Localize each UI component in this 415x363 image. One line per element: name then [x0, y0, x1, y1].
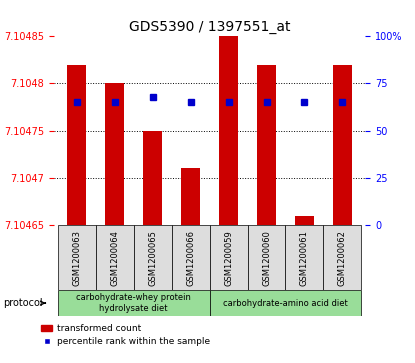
Legend: transformed count, percentile rank within the sample: transformed count, percentile rank withi…	[38, 320, 213, 350]
Bar	[219, 36, 238, 225]
Text: protocol: protocol	[3, 298, 45, 308]
Bar	[105, 83, 124, 225]
Bar	[67, 65, 86, 225]
Bar	[257, 65, 276, 225]
Text: GSM1200065: GSM1200065	[148, 230, 157, 286]
FancyBboxPatch shape	[286, 225, 323, 290]
FancyBboxPatch shape	[210, 290, 361, 316]
FancyBboxPatch shape	[210, 225, 247, 290]
Bar	[181, 168, 200, 225]
Text: GSM1200062: GSM1200062	[338, 230, 347, 286]
Text: GSM1200063: GSM1200063	[72, 230, 81, 286]
FancyBboxPatch shape	[58, 225, 96, 290]
FancyBboxPatch shape	[172, 225, 210, 290]
Title: GDS5390 / 1397551_at: GDS5390 / 1397551_at	[129, 20, 290, 34]
Text: GSM1200061: GSM1200061	[300, 230, 309, 286]
FancyBboxPatch shape	[96, 225, 134, 290]
FancyBboxPatch shape	[58, 290, 210, 316]
Text: GSM1200059: GSM1200059	[224, 230, 233, 286]
Text: GSM1200066: GSM1200066	[186, 230, 195, 286]
Text: GSM1200064: GSM1200064	[110, 230, 119, 286]
Bar	[333, 65, 352, 225]
Text: GSM1200060: GSM1200060	[262, 230, 271, 286]
Bar	[295, 216, 314, 225]
FancyBboxPatch shape	[323, 225, 361, 290]
Text: carbohydrate-whey protein
hydrolysate diet: carbohydrate-whey protein hydrolysate di…	[76, 293, 191, 313]
FancyBboxPatch shape	[134, 225, 172, 290]
Text: carbohydrate-amino acid diet: carbohydrate-amino acid diet	[223, 299, 348, 307]
FancyBboxPatch shape	[247, 225, 286, 290]
Bar	[143, 131, 162, 225]
